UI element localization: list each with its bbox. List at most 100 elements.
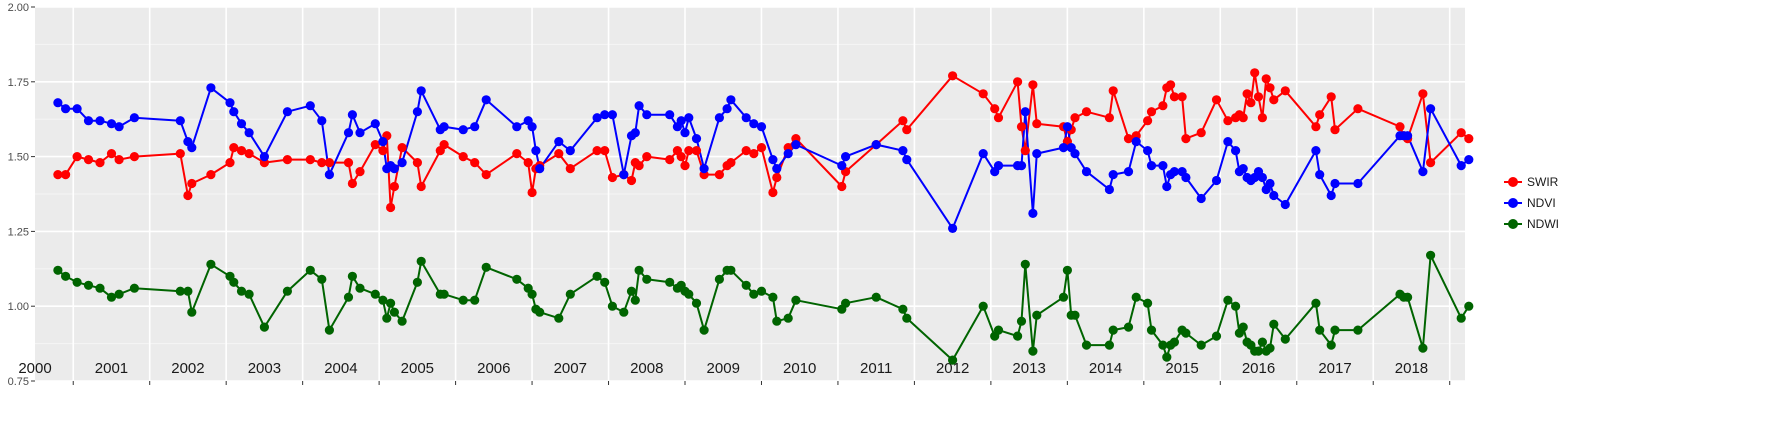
data-point-ndwi: [458, 295, 468, 305]
data-point-swir: [236, 146, 247, 156]
data-point-ndwi: [684, 289, 694, 299]
data-point-swir: [1223, 116, 1233, 126]
data-point-ndwi: [1280, 334, 1290, 344]
data-point-swir: [229, 143, 239, 153]
data-point-ndvi: [993, 161, 1004, 171]
data-point-swir: [1311, 122, 1321, 132]
data-point-ndvi: [898, 146, 908, 156]
data-point-ndwi: [1326, 340, 1336, 350]
data-point-ndwi: [1196, 340, 1206, 350]
data-point-swir: [600, 146, 610, 156]
data-point-swir: [898, 116, 908, 126]
data-point-swir: [1326, 92, 1336, 102]
year-label: 2015: [1165, 360, 1198, 377]
data-point-swir: [680, 161, 690, 171]
data-point-swir: [175, 149, 185, 159]
data-point-ndwi: [714, 274, 725, 284]
data-point-ndvi: [1169, 167, 1179, 177]
data-point-swir: [1257, 113, 1267, 123]
data-point-ndwi: [382, 313, 392, 323]
data-point-ndvi: [439, 122, 449, 132]
data-point-ndwi: [630, 295, 640, 305]
data-point-ndvi: [95, 116, 105, 126]
data-point-swir: [1177, 92, 1187, 102]
year-label: 2009: [707, 360, 740, 377]
data-point-ndvi: [343, 128, 354, 138]
data-point-ndwi: [1058, 292, 1069, 302]
data-point-ndvi: [355, 128, 365, 138]
data-point-swir: [1280, 86, 1290, 96]
legend: SWIR NDVI NDWI: [1504, 175, 1559, 231]
data-point-swir: [1143, 116, 1153, 126]
data-point-ndvi: [324, 170, 334, 180]
data-point-ndvi: [699, 164, 709, 174]
data-point-swir: [1261, 74, 1271, 84]
data-point-ndwi: [1104, 340, 1114, 350]
year-label: 2001: [95, 360, 128, 377]
data-point-ndvi: [378, 137, 388, 147]
data-point-ndwi: [259, 322, 269, 332]
data-point-swir: [83, 155, 94, 165]
data-point-swir: [1242, 89, 1252, 99]
data-point-swir: [691, 146, 702, 156]
data-point-swir: [386, 202, 396, 213]
data-point-ndwi: [642, 274, 652, 284]
data-point-swir: [1395, 122, 1405, 132]
data-point-swir: [412, 158, 422, 168]
data-point-ndvi: [749, 119, 759, 129]
data-point-ndwi: [1253, 346, 1264, 356]
data-point-ndwi: [592, 271, 602, 281]
y-tick-label: 1.25: [8, 226, 29, 238]
data-point-swir: [439, 140, 449, 150]
data-point-swir: [1158, 101, 1168, 111]
data-point-ndvi: [1104, 184, 1114, 195]
data-point-ndwi: [1169, 337, 1179, 347]
data-point-ndwi: [317, 274, 327, 284]
data-point-ndvi: [554, 137, 564, 147]
data-point-ndwi: [470, 295, 480, 305]
data-point-swir: [1013, 77, 1023, 87]
data-point-ndwi: [129, 283, 139, 293]
data-point-ndwi: [187, 307, 197, 317]
data-point-ndwi: [106, 292, 117, 302]
data-point-swir: [244, 149, 254, 159]
data-point-swir: [1238, 113, 1248, 123]
year-label: 2004: [324, 360, 357, 377]
y-axis: 0.75 1.00 1.25 1.50 1.75 2.00: [8, 2, 1451, 388]
y-tick-label: 0.75: [8, 376, 29, 388]
data-point-ndvi: [236, 119, 247, 129]
data-point-ndvi: [53, 98, 63, 108]
year-label: 2006: [477, 360, 510, 377]
data-point-swir: [1269, 95, 1279, 105]
data-point-ndvi: [684, 113, 694, 123]
data-point-ndwi: [416, 256, 426, 266]
data-point-ndvi: [791, 140, 801, 150]
data-point-ndvi: [1058, 143, 1069, 153]
data-point-ndvi: [978, 149, 988, 159]
data-point-ndwi: [665, 277, 675, 287]
data-point-swir: [370, 140, 380, 150]
data-point-ndvi: [175, 116, 185, 126]
grid-lines: [35, 6, 1465, 382]
data-point-swir: [978, 89, 988, 99]
data-point-swir: [634, 161, 644, 171]
data-point-ndvi: [1016, 161, 1027, 171]
data-point-ndwi: [993, 325, 1004, 335]
data-point-swir: [990, 104, 1000, 114]
data-point-ndvi: [630, 128, 640, 138]
data-point-swir: [1169, 92, 1179, 102]
data-point-ndvi: [1403, 131, 1413, 141]
data-point-ndwi: [386, 298, 396, 308]
data-point-ndwi: [699, 325, 709, 335]
data-point-swir: [114, 155, 124, 165]
data-point-ndvi: [592, 113, 602, 123]
data-point-ndvi: [61, 104, 71, 114]
data-point-ndwi: [1028, 346, 1038, 356]
data-point-ndwi: [1311, 298, 1321, 308]
data-point-ndvi: [722, 104, 732, 114]
data-point-ndvi: [229, 107, 239, 117]
data-point-ndwi: [948, 355, 958, 365]
data-point-swir: [902, 125, 912, 135]
data-point-ndwi: [236, 286, 247, 296]
data-point-ndvi: [1265, 178, 1275, 189]
